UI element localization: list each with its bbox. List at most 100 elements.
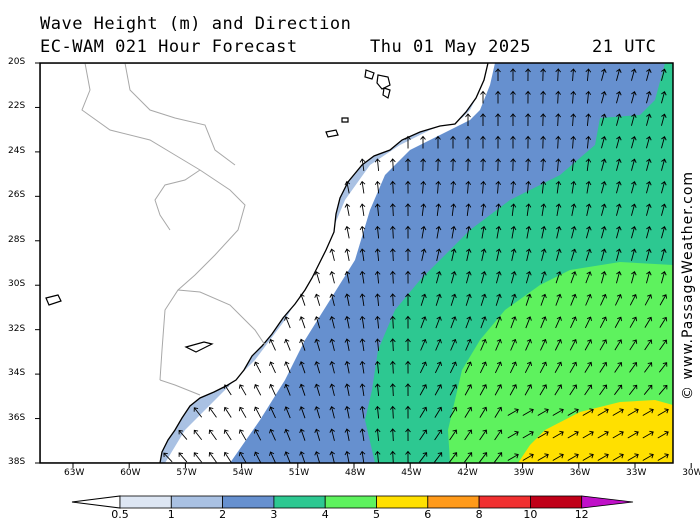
direction-arrow xyxy=(555,293,562,306)
direction-arrow xyxy=(571,226,577,239)
direction-arrow xyxy=(374,158,381,172)
direction-arrow xyxy=(510,135,516,149)
direction-arrow xyxy=(495,135,501,149)
direction-arrow xyxy=(495,225,502,239)
direction-arrow xyxy=(449,361,458,374)
direction-arrow xyxy=(597,453,609,461)
direction-arrow xyxy=(614,384,623,396)
direction-arrow xyxy=(644,362,653,373)
direction-arrow xyxy=(659,339,668,351)
direction-arrow xyxy=(480,225,487,239)
direction-arrow xyxy=(359,248,366,262)
direction-arrow xyxy=(223,384,232,396)
direction-arrow xyxy=(525,203,532,217)
direction-arrow xyxy=(405,405,411,419)
direction-arrow xyxy=(657,430,669,439)
direction-arrow xyxy=(540,225,547,239)
direction-arrow xyxy=(299,293,306,306)
direction-arrow xyxy=(616,181,622,194)
direction-arrow xyxy=(567,408,579,416)
direction-arrow xyxy=(435,338,442,351)
direction-arrow xyxy=(329,338,335,351)
direction-arrow xyxy=(344,203,351,216)
lat-label: 30S xyxy=(8,279,26,290)
direction-arrow xyxy=(450,180,457,194)
direction-arrow xyxy=(389,383,396,397)
direction-arrow xyxy=(465,271,472,284)
direction-arrow xyxy=(646,271,652,284)
direction-arrow xyxy=(480,180,487,194)
direction-arrow xyxy=(299,338,306,351)
direction-arrow xyxy=(284,451,291,463)
direction-arrow xyxy=(193,429,203,440)
south-america-land xyxy=(40,63,489,463)
direction-arrow xyxy=(420,248,427,261)
direction-arrow xyxy=(495,338,502,351)
direction-arrow xyxy=(449,384,458,396)
lon-label: 39W xyxy=(513,468,534,478)
lat-label: 38S xyxy=(8,457,26,467)
direction-arrow xyxy=(495,248,502,261)
direction-arrow xyxy=(479,384,488,396)
direction-arrow xyxy=(554,384,563,396)
direction-arrow xyxy=(510,316,517,329)
direction-arrow xyxy=(525,68,531,82)
colorbar-label: 0.5 xyxy=(111,508,129,521)
direction-arrow xyxy=(374,315,381,329)
direction-arrow xyxy=(555,271,562,284)
direction-arrow xyxy=(208,407,217,418)
forecast-time: 21 UTC xyxy=(592,37,657,57)
direction-arrow xyxy=(435,271,442,284)
direction-arrow xyxy=(284,361,291,374)
direction-arrow xyxy=(284,406,291,419)
direction-arrow xyxy=(661,91,667,104)
direction-arrow xyxy=(359,450,366,463)
direction-arrow xyxy=(344,315,351,329)
direction-arrow xyxy=(585,90,592,104)
direction-arrow xyxy=(555,316,562,329)
lon-label: 42W xyxy=(457,468,478,478)
direction-arrow xyxy=(612,453,624,461)
wave-direction-arrows xyxy=(163,68,669,463)
direction-arrow xyxy=(253,361,262,374)
direction-arrow xyxy=(510,158,516,172)
direction-arrow xyxy=(450,248,457,261)
direction-arrow xyxy=(405,180,411,194)
direction-arrow xyxy=(539,361,548,374)
direction-arrow xyxy=(522,430,534,439)
direction-arrow xyxy=(405,293,411,307)
direction-arrow xyxy=(405,203,411,217)
direction-arrow xyxy=(601,113,607,126)
direction-arrow xyxy=(405,315,411,329)
direction-arrow xyxy=(480,158,486,172)
direction-arrow xyxy=(314,361,321,374)
colorbar-segment xyxy=(324,495,377,509)
direction-arrow xyxy=(616,271,622,284)
direction-arrow xyxy=(344,180,351,194)
direction-arrow xyxy=(344,428,351,441)
direction-arrow xyxy=(405,360,411,374)
direction-arrow xyxy=(585,271,592,284)
direction-arrow xyxy=(642,430,654,439)
colorbar-segment xyxy=(530,495,583,509)
direction-arrow xyxy=(465,158,471,172)
direction-arrow xyxy=(495,90,501,104)
direction-arrow xyxy=(405,270,411,284)
direction-arrow xyxy=(646,181,652,194)
direction-arrow xyxy=(405,248,411,262)
direction-arrow xyxy=(597,408,609,416)
island xyxy=(45,69,391,353)
direction-arrow xyxy=(419,452,428,463)
direction-arrow xyxy=(540,203,547,216)
direction-arrow xyxy=(601,181,607,194)
direction-arrow xyxy=(494,384,503,396)
direction-arrow xyxy=(329,428,335,441)
direction-arrow xyxy=(616,113,622,126)
direction-arrow xyxy=(420,203,427,217)
direction-arrow xyxy=(450,316,457,329)
direction-arrow xyxy=(238,406,247,418)
direction-arrow xyxy=(465,135,471,149)
map-area xyxy=(40,63,673,463)
direction-arrow xyxy=(584,384,593,396)
direction-arrow xyxy=(359,293,366,307)
